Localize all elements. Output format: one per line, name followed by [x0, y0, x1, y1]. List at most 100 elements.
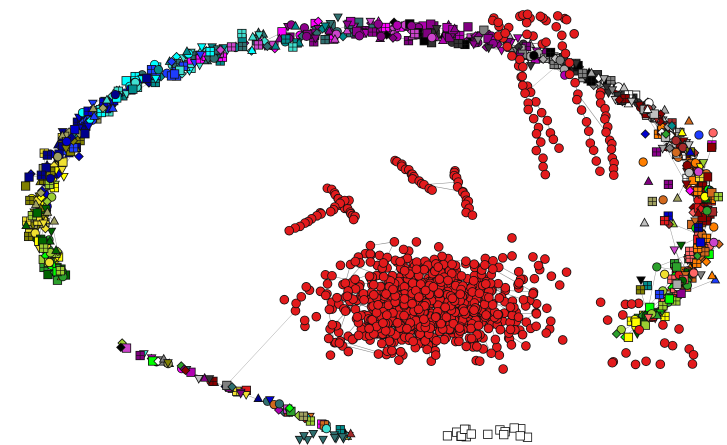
node-circle: [322, 279, 333, 289]
node-circle: [324, 304, 335, 315]
node-grid-lines: [306, 416, 315, 426]
node-circle: [436, 318, 446, 329]
node-circle: [548, 134, 559, 145]
node-grid-lines: [43, 150, 52, 160]
node-circle: [545, 316, 556, 326]
node-circle: [608, 170, 619, 181]
node-circle: [557, 30, 567, 41]
node-triangle: [49, 215, 60, 225]
node-diamond: [166, 56, 177, 67]
node-grid-square: [693, 186, 703, 196]
node-triangle: [88, 103, 99, 112]
node-circle: [459, 306, 469, 317]
node-circle: [507, 233, 517, 243]
node-triangle-down: [607, 86, 618, 96]
node-circle: [564, 57, 575, 68]
edge: [492, 268, 534, 293]
node-grid-square: [39, 243, 49, 253]
node-triangle-down: [690, 217, 700, 227]
node-circle: [551, 21, 562, 32]
node-triangle-down: [636, 276, 646, 286]
node-square: [41, 163, 51, 173]
node-grid-square: [453, 39, 463, 49]
node-grid-lines: [135, 351, 145, 360]
node-circle: [373, 300, 383, 310]
node-circle: [323, 333, 334, 344]
node-circle: [505, 302, 516, 312]
node-grid-lines: [254, 40, 263, 50]
node-circle: [494, 350, 505, 361]
node-grid-lines: [336, 425, 345, 434]
node-triangle-down: [473, 36, 483, 46]
node-circle: [378, 318, 388, 328]
node-grid-lines: [56, 266, 65, 275]
node-circle: [461, 341, 472, 352]
node-circle: [561, 267, 572, 277]
node-grid-lines: [546, 48, 555, 57]
node-circle: [395, 256, 405, 267]
node-grid-square: [237, 28, 247, 39]
node-square: [32, 208, 42, 218]
node-grid-lines: [454, 39, 463, 48]
node-circle: [554, 143, 564, 154]
node-circle: [153, 65, 164, 75]
node-triangle-down: [320, 22, 331, 32]
node-circle: [495, 324, 506, 335]
node-triangle: [707, 270, 717, 280]
node-triangle-down: [599, 75, 609, 85]
node-triangle: [324, 25, 335, 35]
node-grid-lines: [368, 27, 377, 37]
node-square: [697, 212, 707, 222]
node-circle: [427, 185, 437, 195]
node-grid-lines: [238, 42, 247, 51]
node-circle: [327, 270, 337, 281]
node-grid-square: [298, 411, 309, 421]
node-circle: [687, 359, 698, 369]
node-circle: [274, 399, 284, 409]
node-grid-lines: [660, 216, 669, 225]
node-circle: [518, 62, 528, 72]
node-circle: [420, 285, 431, 296]
node-square: [483, 429, 493, 439]
node-circle: [490, 334, 501, 345]
node-circle: [528, 288, 538, 299]
node-triangle-down: [513, 34, 523, 44]
node-triangle-down: [643, 313, 654, 323]
node-circle: [513, 266, 524, 277]
node-circle: [546, 271, 557, 281]
node-triangle-down: [302, 436, 313, 445]
node-circle: [454, 323, 465, 333]
node-triangle: [342, 25, 353, 35]
node-triangle-down: [318, 435, 328, 445]
node-grid-lines: [685, 247, 694, 256]
node-diamond: [262, 41, 273, 52]
node-circle: [674, 324, 684, 334]
node-circle: [522, 29, 532, 40]
node-circle: [53, 152, 63, 162]
node-triangle-down: [299, 432, 309, 441]
node-grid-square: [545, 47, 556, 58]
node-circle: [325, 350, 336, 360]
node-triangle-down: [150, 75, 161, 84]
node-triangle-down: [46, 227, 57, 237]
node-circle: [517, 329, 528, 340]
node-grid-lines: [288, 42, 298, 52]
node-circle: [408, 336, 418, 347]
node-triangle: [247, 45, 257, 54]
edge: [225, 310, 296, 387]
node-circle: [433, 242, 444, 252]
node-circle: [536, 107, 547, 118]
node-grid-lines: [693, 187, 703, 196]
node-grid-square: [226, 42, 237, 52]
node-circle: [488, 264, 498, 274]
node-circle: [441, 312, 452, 322]
node-circle: [493, 17, 504, 28]
node-grid-square: [685, 246, 695, 256]
node-circle: [439, 334, 450, 345]
node-grid-square: [586, 76, 596, 86]
node-diamond: [661, 129, 671, 139]
node-circle: [660, 269, 670, 279]
node-circle: [474, 356, 485, 366]
node-circle: [497, 253, 508, 263]
node-circle: [365, 240, 376, 251]
